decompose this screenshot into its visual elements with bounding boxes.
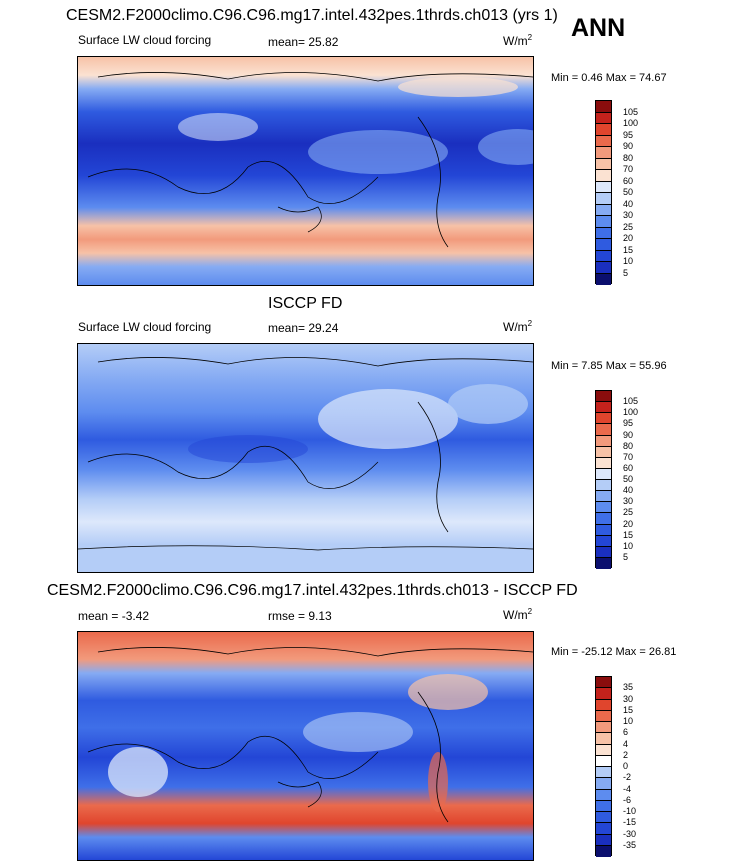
panel-3-colorbar-tick: 15 — [623, 704, 634, 715]
panel-1-colorbar-tick: 70 — [623, 164, 634, 174]
panel-1-variable: Surface LW cloud forcing — [78, 33, 212, 47]
panel-3-colorbar-tick: -15 — [623, 817, 637, 828]
panel-1-colorbar-tick: 30 — [623, 210, 634, 220]
panel-2-units: W/m2 — [503, 319, 533, 334]
panel-1-colorbar-tick: 95 — [623, 129, 634, 140]
panel-1-colorbar-tick: 15 — [623, 244, 634, 255]
panel-3-colorbar-tick: 6 — [623, 727, 629, 738]
panel-1-units: W/m2 — [503, 33, 533, 48]
panel-2-mean: mean= 29.24 — [268, 321, 339, 335]
panel-3-colorbar-tick: -10 — [623, 806, 637, 816]
panel-3-colorbar-tick: 2 — [623, 749, 629, 760]
panel-1-colorbar-tick: 80 — [623, 152, 634, 163]
panel-2-colorbar-tick: 90 — [623, 429, 634, 440]
panel-3-units: W/m2 — [503, 607, 533, 622]
panel-2-colorbar-tick: 30 — [623, 496, 634, 507]
panel-1-colorbar-tick: 60 — [623, 175, 634, 186]
panel-2-colorbar — [595, 390, 612, 569]
panel-3-colorbar-tick: 35 — [623, 682, 634, 693]
panel-3-map — [77, 631, 534, 861]
panel-3-colorbar-tick: -35 — [623, 839, 637, 850]
panel-1-colorbar-tick: 5 — [623, 267, 629, 278]
panel-1-minmax: Min = 0.46 Max = 74.67 — [551, 72, 667, 84]
panel-1-colorbar-tick: 90 — [623, 141, 634, 151]
panel-2-field — [78, 344, 533, 572]
panel-3-colorbar-tick: -4 — [623, 783, 632, 794]
panel-1-colorbar-tick: 25 — [623, 221, 634, 232]
panel-1-colorbar — [595, 100, 612, 285]
panel-2-colorbar-tick: 20 — [623, 518, 634, 529]
panel-1-colorbar-tick: 50 — [623, 187, 634, 197]
panel-3-colorbar — [595, 676, 612, 857]
panel-3-colorbar-tick: 0 — [623, 761, 629, 771]
panel-2-minmax: Min = 7.85 Max = 55.96 — [551, 360, 667, 372]
panel-3-colorbar-tick: 30 — [623, 693, 634, 704]
panel-1-colorbar-tick: 20 — [623, 233, 634, 243]
season-label: ANN — [571, 14, 626, 42]
panel-2-colorbar-tick: 5 — [623, 551, 629, 562]
panel-2-colorbar-tick: 100 — [623, 407, 639, 418]
panel-3-minmax: Min = -25.12 Max = 26.81 — [551, 646, 677, 658]
panel-1-colorbar-tick: 10 — [623, 256, 634, 266]
panel-2-colorbar-tick: 10 — [623, 540, 634, 551]
panel-1-mean: mean= 25.82 — [268, 35, 339, 49]
panel-1-colorbar-tick: 100 — [623, 118, 639, 128]
panel-3-mean: mean = -3.42 — [78, 609, 150, 623]
panel-1-field — [78, 57, 533, 285]
panel-3-field — [78, 632, 533, 860]
panel-2-variable: Surface LW cloud forcing — [78, 320, 212, 334]
panel-2-colorbar-tick: 15 — [623, 529, 634, 540]
panel-3-colorbar-tick: 10 — [623, 716, 634, 726]
panel-1-title: CESM2.F2000climo.C96.C96.mg17.intel.432p… — [66, 7, 558, 24]
panel-3-rmse: rmse = 9.13 — [268, 609, 332, 623]
panel-2-colorbar-tick: 95 — [623, 418, 634, 429]
panel-2-colorbar-tick: 50 — [623, 474, 634, 484]
panel-1-colorbar-tick: 105 — [623, 106, 639, 117]
panel-2-title: ISCCP FD — [268, 295, 343, 312]
panel-2-colorbar-tick: 80 — [623, 440, 634, 451]
panel-1-colorbar-tick: 40 — [623, 198, 634, 209]
panel-3-colorbar-tick: -6 — [623, 794, 632, 805]
panel-3-colorbar-tick: -2 — [623, 772, 632, 783]
panel-3-colorbar-tick: -30 — [623, 828, 637, 839]
panel-2-map — [77, 343, 534, 573]
panel-2-colorbar-tick: 60 — [623, 462, 634, 473]
panel-2-colorbar-tick: 105 — [623, 396, 639, 407]
panel-3-title: CESM2.F2000climo.C96.C96.mg17.intel.432p… — [47, 582, 578, 599]
panel-2-colorbar-tick: 70 — [623, 451, 634, 462]
panel-1-map — [77, 56, 534, 286]
panel-2-colorbar-tick: 25 — [623, 507, 634, 518]
panel-2-colorbar-tick: 40 — [623, 485, 634, 496]
panel-3-colorbar-tick: 4 — [623, 738, 629, 749]
